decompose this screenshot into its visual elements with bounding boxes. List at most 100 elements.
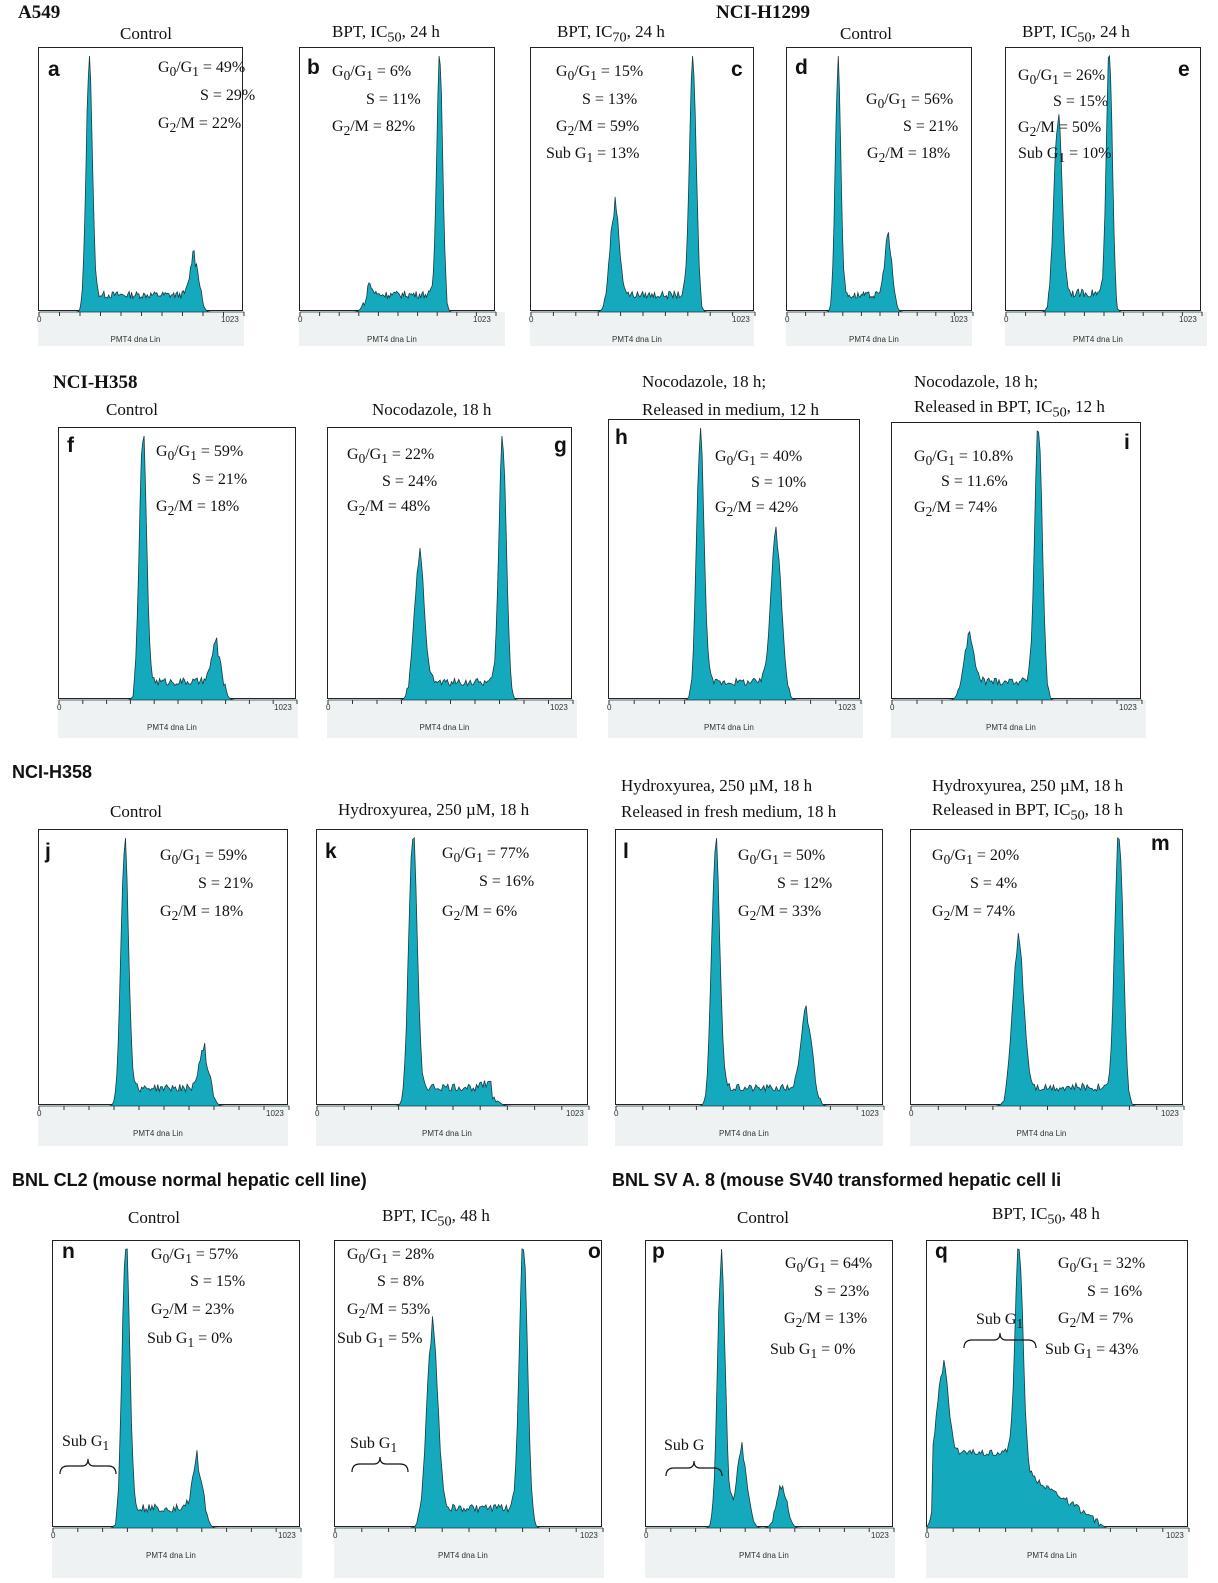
stat-l-0: G0/G1 = 50% <box>738 847 826 868</box>
x-axis-title-k: PMT4 dna Lin <box>422 1129 472 1138</box>
subg1-label-o: Sub G1 <box>350 1435 398 1456</box>
subg1-label-q: Sub G1 <box>976 1311 1024 1332</box>
x-max-label-d: 1023 <box>950 315 968 324</box>
panel-letter-g: g <box>554 434 567 457</box>
panel-title-c: BPT, IC70, 24 h <box>557 22 665 46</box>
stat-q-3: Sub G1 = 43% <box>1045 1341 1139 1362</box>
stat-m-0: G0/G1 = 20% <box>932 847 1020 868</box>
panel-letter-o: o <box>588 1240 601 1263</box>
axis-strip-d <box>786 312 972 346</box>
stat-j-0: G0/G1 = 59% <box>160 847 248 868</box>
x-min-label-q: 0 <box>925 1531 930 1540</box>
stat-h-0: G0/G1 = 40% <box>715 448 803 469</box>
panel-title-h-line2: Released in medium, 12 h <box>642 400 820 419</box>
x-min-label-n: 0 <box>51 1531 56 1540</box>
x-max-label-f: 1023 <box>274 703 292 712</box>
histogram-area-j <box>39 837 289 1107</box>
histogram-area-a <box>39 55 244 313</box>
x-max-label-j: 1023 <box>266 1109 284 1118</box>
panel-title-o: BPT, IC50, 48 h <box>382 1206 490 1230</box>
histogram-panel-p <box>645 1240 895 1532</box>
stat-l-2: G2/M = 33% <box>738 903 822 924</box>
x-max-label-c: 1023 <box>732 315 750 324</box>
axis-strip-c <box>530 312 754 346</box>
panel-letter-j: j <box>45 840 51 863</box>
panel-title-i-line2: Released in BPT, IC50, 12 h <box>914 397 1105 421</box>
stat-d-1: S = 21% <box>903 118 959 135</box>
stat-e-0: G0/G1 = 26% <box>1018 67 1106 88</box>
histogram-area-m <box>911 837 1184 1107</box>
x-max-label-o: 1023 <box>580 1531 598 1540</box>
stat-d-0: G0/G1 = 56% <box>866 91 954 112</box>
panel-title-a: Control <box>120 24 172 43</box>
x-min-label-h: 0 <box>607 703 612 712</box>
axis-strip-h <box>608 700 863 738</box>
panel-letter-l: l <box>623 840 629 863</box>
stat-a-2: G2/M = 22% <box>158 115 242 136</box>
histogram-panel-i <box>891 422 1143 704</box>
panel-title-f: Control <box>106 400 158 419</box>
histogram-area-d <box>787 55 973 313</box>
panel-letter-k: k <box>325 840 337 863</box>
histogram-panel-c <box>530 47 756 316</box>
x-min-label-p: 0 <box>644 1531 649 1540</box>
histogram-panel-o <box>334 1240 604 1532</box>
axis-strip-e <box>1005 312 1207 346</box>
panel-letter-c: c <box>731 58 743 81</box>
stat-o-1: S = 8% <box>377 1273 425 1290</box>
panel-letter-p: p <box>652 1240 665 1263</box>
panel-letter-f: f <box>67 434 74 457</box>
panel-letter-i: i <box>1124 431 1130 454</box>
x-axis-title-h: PMT4 dna Lin <box>704 723 754 732</box>
histogram-svg-h <box>608 427 862 704</box>
x-max-label-n: 1023 <box>278 1531 296 1540</box>
histogram-area-l <box>616 837 884 1107</box>
x-min-label-k: 0 <box>315 1109 320 1118</box>
axis-strip-p <box>645 1528 895 1578</box>
axis-strip-a <box>38 312 244 346</box>
stat-i-0: G0/G1 = 10.8% <box>914 448 1014 469</box>
x-axis-title-m: PMT4 dna Lin <box>1016 1129 1067 1138</box>
histogram-area-c <box>531 55 755 313</box>
stat-q-0: G0/G1 = 32% <box>1058 1255 1146 1276</box>
histogram-svg-j <box>38 837 290 1110</box>
stat-p-3: Sub G1 = 0% <box>770 1341 856 1362</box>
histogram-panel-k <box>316 829 590 1110</box>
panel-title-k: Hydroxyurea, 250 µM, 18 h <box>338 800 530 819</box>
stat-b-1: S = 11% <box>366 91 421 108</box>
histogram-svg-g <box>327 435 574 704</box>
stat-j-2: G2/M = 18% <box>160 903 244 924</box>
histogram-panel-l <box>615 829 885 1110</box>
x-axis-title-l: PMT4 dna Lin <box>719 1129 769 1138</box>
histogram-svg-d <box>786 55 974 316</box>
x-axis-title-i: PMT4 dna Lin <box>986 723 1036 732</box>
panel-title-q: BPT, IC50, 48 h <box>992 1204 1100 1228</box>
x-min-label-l: 0 <box>614 1109 619 1118</box>
axis-strip-q <box>926 1528 1188 1578</box>
histogram-area-o <box>335 1248 603 1529</box>
axis-strip-k <box>316 1106 588 1146</box>
stat-n-3: Sub G1 = 0% <box>147 1330 233 1351</box>
axis-strip-b <box>299 312 505 346</box>
histogram-svg-q <box>926 1248 1190 1532</box>
histogram-panel-h <box>608 419 862 704</box>
histogram-panel-b <box>299 47 497 316</box>
x-min-label-d: 0 <box>785 315 790 324</box>
stat-l-1: S = 12% <box>777 875 833 892</box>
x-axis-title-q: PMT4 dna Lin <box>1027 1551 1077 1560</box>
histogram-area-h <box>609 427 861 701</box>
histogram-svg-b <box>299 55 497 316</box>
stat-g-1: S = 24% <box>382 473 438 490</box>
histogram-svg-i <box>891 430 1143 704</box>
stat-o-3: Sub G1 = 5% <box>337 1330 423 1351</box>
x-axis-title-n: PMT4 dna Lin <box>146 1551 196 1560</box>
panel-letter-b: b <box>307 56 320 79</box>
x-max-label-a: 1023 <box>221 315 239 324</box>
histogram-panel-m <box>910 829 1185 1110</box>
stat-q-1: S = 16% <box>1087 1283 1143 1300</box>
stat-h-2: G2/M = 42% <box>715 499 799 520</box>
panel-title-g: Nocodazole, 18 h <box>372 400 492 419</box>
x-axis-title-a: PMT4 dna Lin <box>110 335 161 344</box>
histogram-svg-l <box>615 837 885 1110</box>
x-axis-title-p: PMT4 dna Lin <box>739 1551 789 1560</box>
